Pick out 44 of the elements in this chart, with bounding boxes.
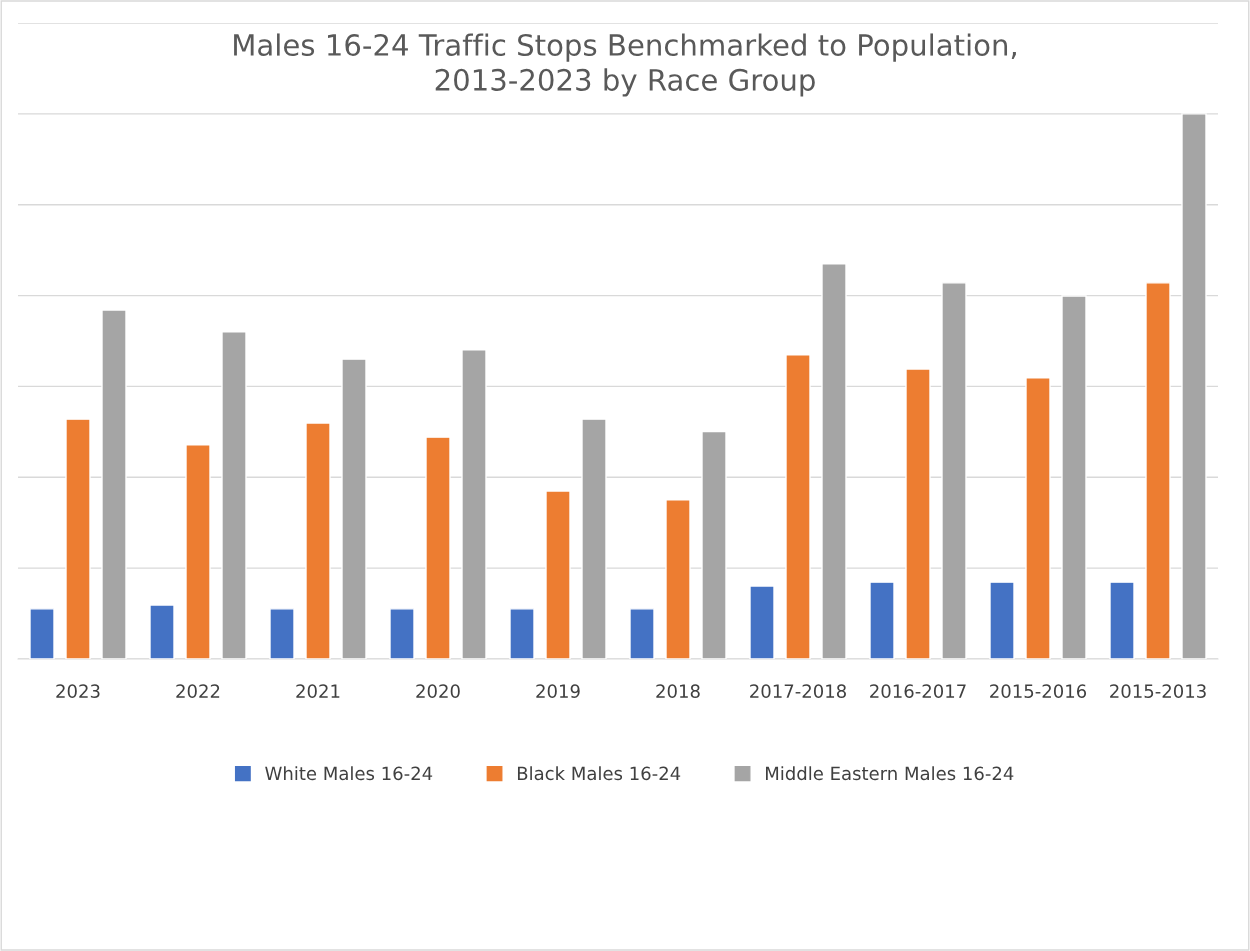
- bar: [701, 430, 727, 659]
- bar: [1025, 377, 1051, 659]
- bar: [341, 358, 367, 659]
- bar: [1145, 282, 1171, 659]
- bar: [461, 349, 487, 659]
- bar: [629, 608, 655, 659]
- bar: [905, 368, 931, 659]
- bar: [269, 608, 295, 659]
- bar: [665, 499, 691, 659]
- legend-label: White Males 16-24: [265, 766, 433, 781]
- legend-label: Black Males 16-24: [517, 766, 681, 781]
- bar: [581, 418, 607, 659]
- bar: [941, 282, 967, 659]
- bar: [425, 436, 451, 659]
- bar: [821, 263, 847, 659]
- bar: [101, 309, 127, 659]
- x-tick-label: 2023: [56, 684, 100, 698]
- bar: [1109, 581, 1135, 659]
- bar: [989, 581, 1015, 659]
- x-tick-label: 2015-2016: [990, 684, 1087, 698]
- bar: [785, 354, 811, 659]
- x-tick-label: 2016-2017: [870, 684, 966, 698]
- bar: [509, 608, 535, 659]
- bar: [149, 604, 175, 659]
- bar: [305, 422, 331, 659]
- x-tick-label: 2020: [416, 684, 460, 698]
- x-tick-label: 2017-2018: [750, 684, 846, 698]
- bar: [29, 608, 55, 659]
- bar: [1061, 295, 1087, 659]
- x-tick-label: 2022: [176, 684, 220, 698]
- bar: [869, 581, 895, 659]
- bar: [545, 490, 571, 659]
- x-tick-label: 2015-2013: [1110, 684, 1206, 698]
- x-tick-label: 2021: [296, 684, 340, 698]
- chart-title: Males 16-24 Traffic Stops Benchmarked to Population, 2013-2023 by Race Group: [234, 33, 1016, 97]
- bar: [221, 331, 247, 659]
- bar: [389, 608, 415, 659]
- bar: [185, 444, 211, 659]
- x-tick-label: 2019: [536, 684, 580, 698]
- legend-label: Middle Eastern Males 16-24: [766, 766, 1014, 781]
- bar: [749, 585, 775, 659]
- bar: [65, 418, 91, 659]
- x-tick-label: 2018: [656, 684, 700, 698]
- bar: [1181, 113, 1207, 659]
